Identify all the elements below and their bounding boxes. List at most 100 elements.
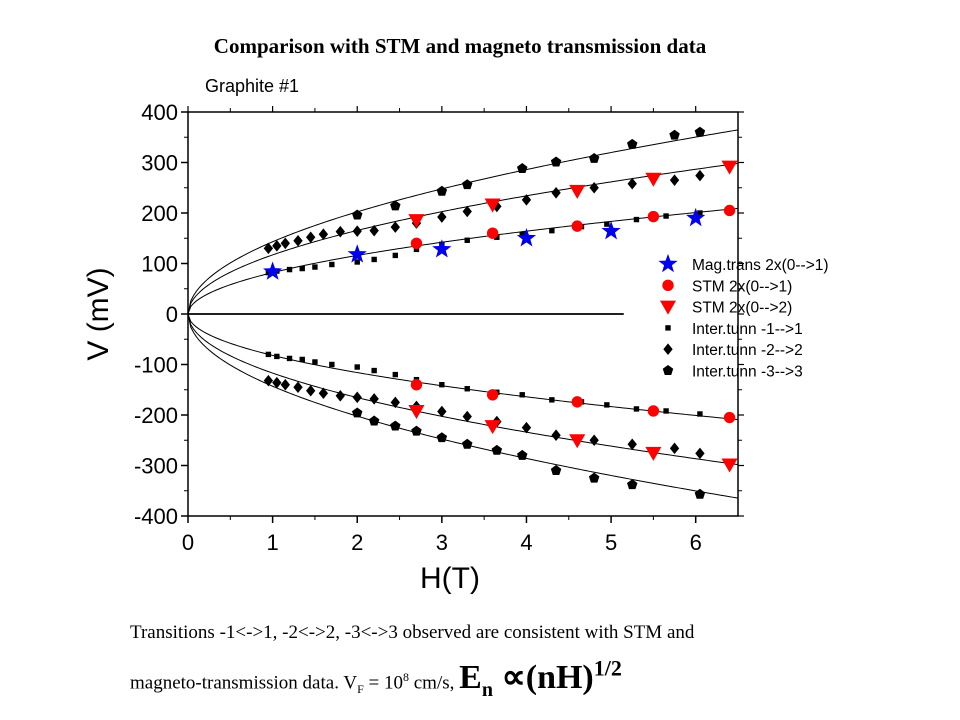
x-tick-label: 0 — [182, 530, 194, 555]
fit-curve — [187, 129, 739, 315]
x-axis-label: H(T) — [420, 562, 480, 595]
data-point — [352, 407, 363, 418]
caption-vf-sub: F — [357, 682, 364, 697]
data-point — [695, 447, 705, 460]
data-point — [486, 389, 499, 401]
data-point — [549, 397, 555, 403]
data-point — [410, 237, 423, 249]
data-point — [694, 126, 706, 137]
data-point — [517, 449, 528, 460]
x-tick-label: 4 — [520, 530, 532, 555]
legend-label: STM 2x(0-->2) — [692, 300, 792, 317]
data-point — [318, 228, 329, 240]
y-tick-label: -200 — [134, 403, 178, 428]
data-point — [645, 446, 662, 461]
data-point — [274, 353, 280, 360]
data-point — [347, 244, 367, 263]
fit-curve — [187, 313, 739, 421]
data-point — [589, 434, 599, 447]
data-point — [462, 179, 473, 190]
data-point — [312, 359, 318, 365]
data-point — [723, 204, 736, 217]
data-point — [633, 406, 640, 412]
data-point — [299, 265, 305, 272]
data-point — [486, 227, 499, 239]
data-point — [413, 246, 420, 253]
data-point — [390, 200, 401, 211]
data-point — [286, 266, 293, 273]
caption-line-2-post: cm/s, — [409, 672, 460, 694]
data-point — [627, 438, 637, 451]
data-point — [280, 237, 290, 250]
data-point — [371, 256, 377, 263]
formula-exponent: 1/2 — [593, 656, 622, 681]
data-point — [272, 240, 282, 252]
data-point — [464, 237, 470, 243]
data-point — [390, 221, 400, 233]
legend-marker — [659, 300, 677, 315]
data-point — [589, 181, 599, 194]
data-point — [627, 177, 637, 190]
data-point — [265, 351, 272, 358]
data-point — [491, 444, 503, 455]
data-point — [550, 465, 562, 475]
data-point — [354, 259, 360, 265]
x-tick-label: 1 — [266, 530, 278, 555]
data-point — [368, 415, 380, 426]
caption: Transitions -1<->1, -2<->2, -3<->3 obser… — [130, 615, 930, 708]
formula-proportional: ∝(nH) — [492, 659, 594, 697]
data-point — [494, 234, 500, 240]
data-point — [484, 198, 501, 213]
data-point — [627, 479, 638, 490]
data-point — [723, 411, 736, 424]
data-point — [432, 239, 452, 258]
x-tick-label: 6 — [690, 530, 702, 555]
data-point — [408, 405, 425, 420]
y-tick-label: -100 — [134, 353, 178, 378]
data-point — [329, 261, 335, 268]
data-point — [669, 442, 680, 455]
data-point — [721, 160, 738, 175]
data-point — [437, 405, 447, 418]
data-point — [329, 361, 335, 368]
data-point — [352, 225, 362, 237]
y-tick-label: -300 — [134, 454, 178, 479]
data-point — [492, 200, 502, 213]
fit-curve — [187, 207, 739, 315]
data-point — [371, 367, 377, 374]
formula-e: E — [459, 659, 482, 697]
chart: 400 300 200 100 0 -100 -200 -300 -400 0 1 2 3 4 5 6 H(T)… — [82, 76, 829, 595]
y-axis-label: V (mV) — [82, 267, 115, 360]
data-point — [280, 378, 290, 391]
data-point — [262, 261, 283, 280]
data-point — [408, 214, 425, 229]
inset-label: Graphite #1 — [205, 76, 299, 96]
y-tick-label: 100 — [141, 252, 178, 277]
data-point — [588, 472, 600, 483]
data-point — [571, 396, 583, 408]
data-point — [299, 356, 305, 363]
data-point — [549, 227, 555, 234]
data-point — [293, 235, 303, 247]
data-point — [697, 210, 703, 216]
data-point — [286, 355, 293, 362]
legend-label: Inter.tunn -3-->3 — [692, 364, 803, 381]
data-point — [318, 387, 329, 400]
data-point — [604, 221, 610, 227]
legend-label: Inter.tunn -2-->2 — [692, 342, 803, 359]
y-tick-label: -400 — [134, 504, 178, 529]
legend-marker — [663, 343, 673, 355]
data-point — [306, 384, 316, 397]
formula-sub-n: n — [481, 679, 493, 702]
data-point — [645, 172, 662, 187]
legend-label: Inter.tunn -1-->1 — [692, 321, 803, 338]
data-point — [647, 405, 660, 417]
legend-label: STM 2x(0-->1) — [692, 278, 792, 295]
data-point — [436, 432, 448, 443]
legend-marker — [658, 253, 678, 273]
x-tick-label: 5 — [605, 530, 617, 555]
data-point — [392, 371, 399, 378]
data-point — [663, 408, 669, 414]
data-point — [410, 379, 423, 391]
